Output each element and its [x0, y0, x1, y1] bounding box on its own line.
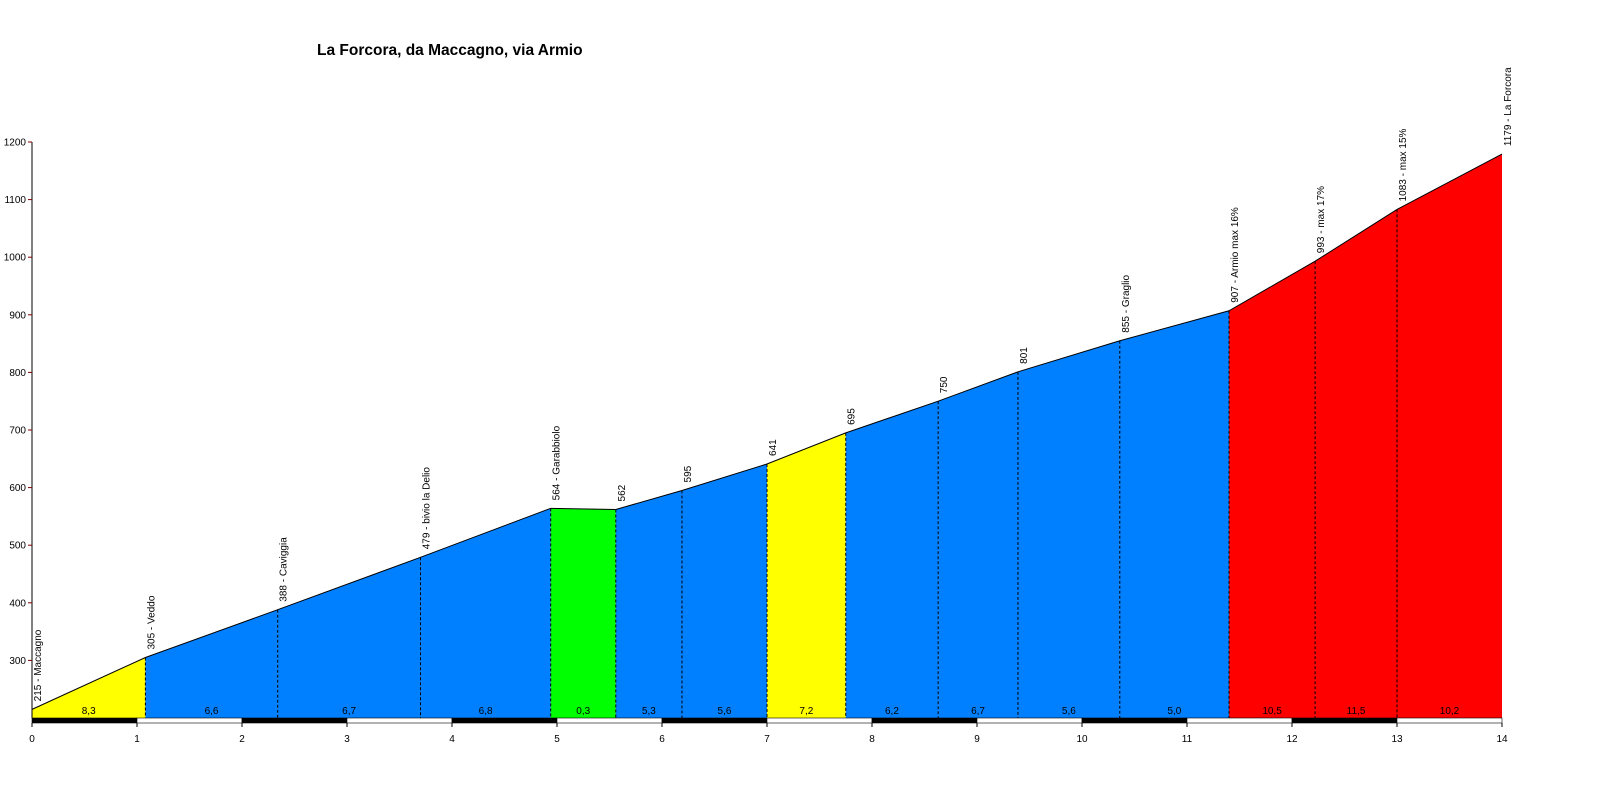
y-tick-label: 400 — [9, 598, 26, 609]
segment-dividers — [144, 209, 1398, 718]
segment-area — [1229, 261, 1316, 718]
gradient-label: 6,7 — [971, 706, 985, 717]
gradient-label: 5,6 — [718, 706, 732, 717]
point-label: 215 - Maccagno — [33, 629, 44, 701]
y-tick-label: 800 — [9, 368, 26, 379]
y-tick-label: 1000 — [4, 253, 27, 264]
point-label: 388 - Caviggia — [279, 537, 290, 602]
gradient-label: 8,3 — [82, 706, 96, 717]
segment-area — [938, 371, 1018, 718]
segment-area — [145, 609, 278, 718]
km-bar-cell — [1396, 717, 1503, 724]
km-bar — [31, 717, 1503, 724]
x-tick-label: 7 — [764, 734, 770, 745]
point-label: 1179 - La Forcora — [1503, 67, 1514, 146]
gradient-label: 6,7 — [342, 706, 356, 717]
km-bar-cell — [451, 717, 558, 724]
km-bar-cell — [766, 717, 873, 724]
segment-area — [1397, 154, 1502, 718]
point-label: 564 - Garabbiolo — [552, 425, 563, 500]
x-tick-label: 10 — [1076, 734, 1088, 745]
segment-area — [1119, 310, 1229, 718]
segment-area — [1017, 340, 1120, 718]
km-bar-cell — [871, 717, 978, 724]
x-tick-label: 2 — [239, 734, 245, 745]
profile-line — [31, 153, 1503, 710]
gradient-label: 0,3 — [576, 706, 590, 717]
gradient-label: 6,8 — [479, 706, 493, 717]
chart-title: La Forcora, da Maccagno, via Armio — [317, 42, 583, 59]
point-label: 479 - bivio la Delio — [422, 467, 433, 550]
y-tick-label: 900 — [9, 310, 26, 321]
km-bar-cell — [241, 717, 348, 724]
gradient-label: 5,6 — [1062, 706, 1076, 717]
segment-area — [845, 401, 939, 718]
y-tick-label: 300 — [9, 656, 26, 667]
point-label: 855 - Graglio — [1121, 274, 1132, 332]
km-bar-cell — [136, 717, 243, 724]
y-tick-label: 500 — [9, 541, 26, 552]
y-tick-label: 1100 — [4, 195, 26, 206]
point-label: 595 — [683, 465, 694, 482]
gradient-label: 11,5 — [1347, 706, 1366, 717]
gradient-label: 6,2 — [885, 706, 899, 717]
x-tick-label: 1 — [134, 734, 140, 745]
km-bar-cell — [346, 717, 453, 724]
km-bar-cell — [556, 717, 663, 724]
km-bar-cell — [1186, 717, 1293, 724]
x-tick-label: 13 — [1391, 734, 1403, 745]
x-tick-label: 9 — [974, 734, 980, 745]
gradient-label: 5,0 — [1167, 706, 1181, 717]
km-bar-cell — [1081, 717, 1188, 724]
gradient-labels: 8,3 6,6 6,7 6,8 0,3 5,3 5,6 7,2 6,2 6,7 5,6 5,0 10,5… — [82, 706, 1460, 717]
point-label: 695 — [847, 408, 858, 425]
x-tick-label: 6 — [659, 734, 665, 745]
y-tick-label: 1200 — [4, 138, 27, 149]
point-label: 1083 - max 15% — [1398, 128, 1409, 201]
point-label: 641 — [768, 439, 779, 456]
km-bar-cell — [31, 717, 138, 724]
segment-area — [32, 657, 146, 718]
point-label: 305 - Veddo — [146, 595, 157, 649]
gradient-label: 10,2 — [1440, 706, 1460, 717]
y-axis: 300 400 500 600 700 800 900 1000 1100 1200 — [4, 138, 33, 718]
segment-area — [681, 463, 767, 718]
gradient-label: 10,5 — [1262, 706, 1282, 717]
x-tick-label: 12 — [1286, 734, 1298, 745]
point-labels: 215 - Maccagno 305 - Veddo 388 - Caviggia 4… — [33, 67, 1514, 701]
profile-polyline — [31, 153, 1503, 710]
gradient-label: 6,6 — [205, 706, 219, 717]
point-label: 993 - max 17% — [1316, 186, 1327, 253]
segment-area — [277, 557, 421, 718]
segment-area — [615, 490, 682, 718]
point-label: 907 - Armio max 16% — [1230, 207, 1241, 303]
point-label: 562 — [617, 484, 628, 501]
km-bar-cell — [976, 717, 1083, 724]
gradient-label: 7,2 — [799, 706, 813, 717]
point-label: 750 — [939, 376, 950, 393]
x-tick-label: 11 — [1182, 734, 1193, 745]
segment-areas — [32, 154, 1502, 718]
x-tick-label: 0 — [29, 734, 35, 745]
segment-area — [420, 508, 551, 718]
km-bar-cell — [661, 717, 768, 724]
y-tick-label: 600 — [9, 483, 26, 494]
x-tick-label: 5 — [554, 734, 560, 745]
gradient-label: 5,3 — [642, 706, 656, 717]
segment-area — [550, 508, 616, 718]
x-tick-label: 14 — [1496, 734, 1508, 745]
x-axis: 0 1 2 3 4 5 6 7 8 9 10 11 12 13 14 — [29, 723, 1508, 745]
y-tick-label: 700 — [9, 426, 26, 437]
km-bar-cell — [1291, 717, 1398, 724]
x-tick-label: 3 — [344, 734, 350, 745]
x-tick-label: 8 — [869, 734, 875, 745]
segment-area — [1315, 209, 1397, 718]
x-tick-label: 4 — [449, 734, 455, 745]
segment-area — [767, 432, 846, 718]
point-label: 801 — [1019, 347, 1030, 364]
